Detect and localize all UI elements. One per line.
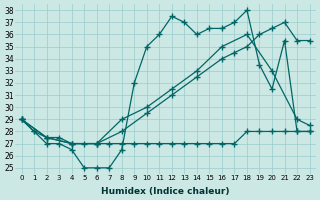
X-axis label: Humidex (Indice chaleur): Humidex (Indice chaleur) [101,187,230,196]
